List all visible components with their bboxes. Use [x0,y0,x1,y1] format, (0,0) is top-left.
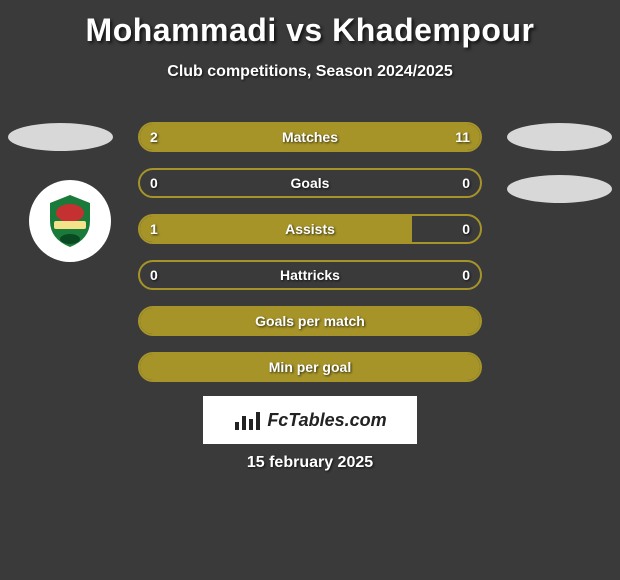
bars-icon [233,408,261,432]
bar-label: Assists [140,216,480,242]
brand-text: FcTables.com [267,410,386,431]
player-placeholder-right-1 [507,123,612,151]
comparison-bars: 211Matches 00Goals 10Assists 00Hattricks Goa… [138,122,482,398]
stat-bar: Min per goal [138,352,482,382]
stat-bar: 211Matches [138,122,482,152]
stat-bar: 10Assists [138,214,482,244]
player-placeholder-right-2 [507,175,612,203]
stat-bar: Goals per match [138,306,482,336]
bar-label: Matches [140,124,480,150]
team-logo-left [29,180,111,262]
stat-bar: 00Goals [138,168,482,198]
bar-label: Goals [140,170,480,196]
bar-label: Min per goal [140,354,480,380]
player-placeholder-left [8,123,113,151]
page-subtitle: Club competitions, Season 2024/2025 [0,63,620,81]
date-label: 15 february 2025 [0,454,620,472]
brand-badge: FcTables.com [203,396,417,444]
bar-label: Goals per match [140,308,480,334]
stat-bar: 00Hattricks [138,260,482,290]
shield-icon [40,191,100,251]
bar-label: Hattricks [140,262,480,288]
page-title: Mohammadi vs Khadempour [0,0,620,49]
